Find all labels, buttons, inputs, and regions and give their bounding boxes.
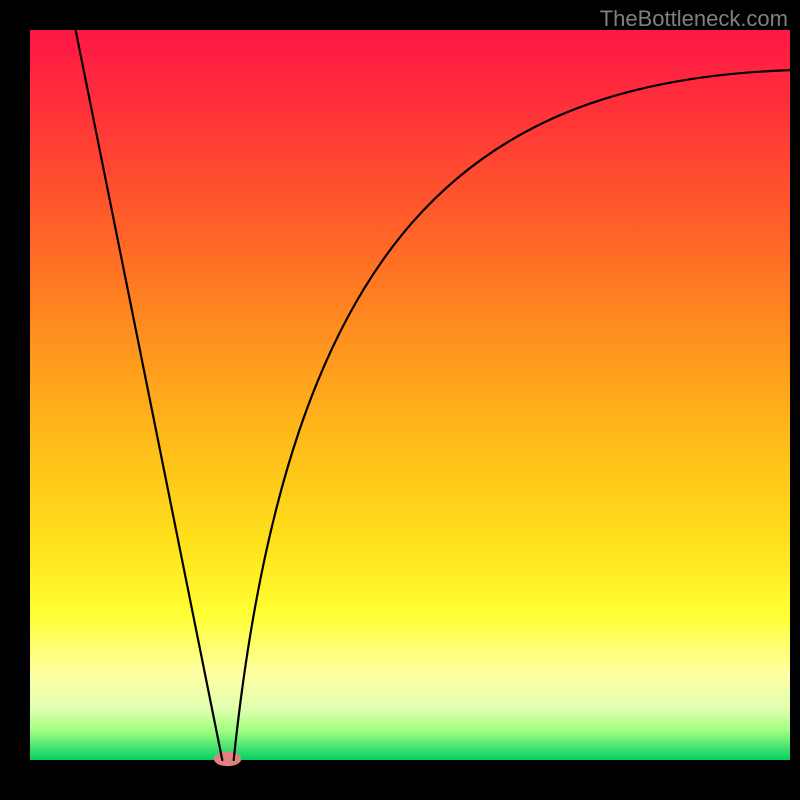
watermark-text: TheBottleneck.com	[600, 6, 788, 32]
bottleneck-chart	[0, 0, 800, 800]
bottleneck-marker	[214, 752, 241, 767]
plot-background	[30, 30, 790, 760]
